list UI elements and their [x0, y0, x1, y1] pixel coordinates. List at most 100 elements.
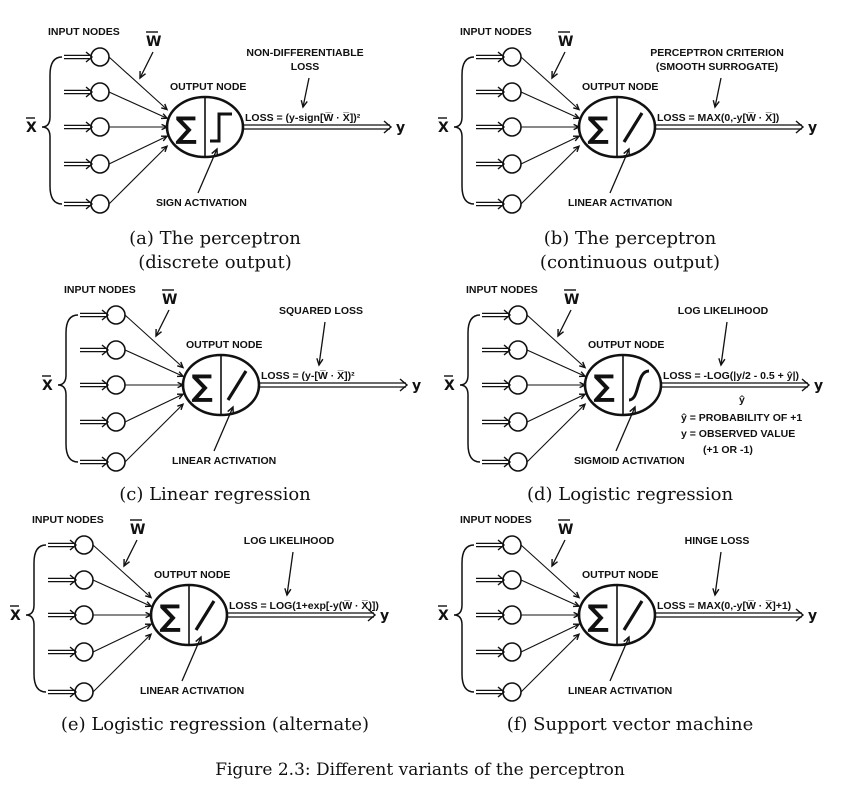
- summation-icon: ∑: [175, 111, 197, 146]
- input-node: [502, 535, 522, 555]
- loss-annotation: LOG LIKELIHOOD: [678, 305, 769, 317]
- input-node: [106, 452, 126, 472]
- arrow-head: [176, 371, 185, 378]
- output-node-label: OUTPUT NODE: [154, 569, 230, 581]
- input-arrow-head: [503, 379, 512, 391]
- arrow-head: [572, 623, 581, 630]
- y-output-label: y: [412, 378, 421, 394]
- arrow-head: [573, 633, 581, 641]
- arrow-head: [139, 70, 146, 80]
- input-node: [502, 682, 522, 702]
- arrow-head: [573, 103, 581, 111]
- input-arrow-head: [69, 539, 78, 551]
- panel-caption: (c) Linear regression: [119, 484, 311, 505]
- linear-activation-icon: [622, 112, 644, 143]
- arrow-head: [578, 393, 587, 400]
- arrow-head: [316, 358, 324, 367]
- y-output-label: y: [808, 608, 817, 624]
- panel-6: INPUT NODES X W OUTPUT NODE ∑ LINEAR ACTIVATI…: [438, 514, 817, 702]
- weight-edge: [124, 393, 184, 423]
- summation-icon: ∑: [159, 599, 181, 634]
- loss-formula: LOSS = -LOG(|y/2 - 0.5 + ŷ|): [663, 370, 799, 382]
- arrow-head: [572, 601, 581, 608]
- input-node: [74, 605, 94, 625]
- activation-pointer: [609, 636, 630, 682]
- output-node-label: OUTPUT NODE: [186, 339, 262, 351]
- loss-formula: LOSS = MAX(0,-y[W̅ · X̅]): [657, 112, 779, 124]
- annotation-pointer: [286, 551, 294, 596]
- arrow-head: [551, 558, 558, 568]
- arrow-head: [144, 601, 153, 608]
- input-node: [502, 47, 522, 67]
- w-pointer: [139, 51, 154, 79]
- arrow-head: [718, 358, 726, 367]
- input-node: [508, 412, 528, 432]
- input-arrow-head: [497, 646, 506, 658]
- loss-formula: LOSS = MAX(0,-y[W̅ · X̅]+1): [657, 600, 791, 612]
- w-pointer: [123, 539, 138, 567]
- w-pointer: [551, 539, 566, 567]
- probability-note: y = OBSERVED VALUE: [681, 428, 795, 440]
- input-node: [508, 305, 528, 325]
- input-node: [90, 117, 110, 137]
- linear-activation-icon: [194, 600, 216, 631]
- panel-caption: (b) The perceptron: [544, 228, 717, 249]
- input-arrow-head: [497, 51, 506, 63]
- input-node: [74, 642, 94, 662]
- arrow-head: [123, 558, 130, 568]
- panel-caption: (continuous output): [540, 252, 720, 273]
- arrow-head: [712, 588, 720, 597]
- weight-edge: [108, 56, 168, 110]
- loss-formula: LOSS = (y-[W̅ · X̅])²: [261, 370, 355, 382]
- panel-2: INPUT NODES X W OUTPUT NODE ∑ LINEAR ACTIVATI…: [438, 26, 817, 214]
- weight-edge: [92, 544, 152, 598]
- summation-icon: ∑: [191, 369, 213, 404]
- input-arrow-head: [69, 686, 78, 698]
- panel-3: INPUT NODES X W OUTPUT NODE ∑ LINEAR ACTIVATI…: [42, 284, 421, 472]
- output-arrow-head: [367, 608, 377, 622]
- input-nodes-label: INPUT NODES: [64, 284, 136, 296]
- input-arrow-head: [497, 86, 506, 98]
- arrow-head: [211, 147, 218, 157]
- input-arrow-head: [497, 539, 506, 551]
- arrow-head: [145, 633, 153, 641]
- input-arrow-head: [497, 574, 506, 586]
- panel-caption: (d) Logistic regression: [527, 484, 733, 505]
- arrow-head: [160, 113, 169, 120]
- loss-formula: LOSS = (y-sign[W̅ · X̅])²: [245, 112, 361, 124]
- step-activation-icon: [210, 112, 232, 143]
- output-arrow-head: [795, 120, 805, 134]
- x-vector-label: X: [438, 608, 449, 624]
- input-arrow-head: [85, 198, 94, 210]
- activation-label: SIGN ACTIVATION: [156, 197, 247, 209]
- arrow-head: [573, 145, 581, 153]
- figure-caption: Figure 2.3: Different variants of the pe…: [215, 760, 625, 780]
- input-node: [502, 117, 522, 137]
- panel-4: INPUT NODES X W OUTPUT NODE ∑ SIGMOID ACTIVAT…: [444, 284, 823, 472]
- annotation-pointer: [714, 551, 722, 596]
- w-vector-label: W: [162, 292, 177, 308]
- input-nodes-label: INPUT NODES: [460, 514, 532, 526]
- loss-annotation: LOG LIKELIHOOD: [244, 535, 335, 547]
- weight-edge: [526, 403, 586, 463]
- input-node: [106, 412, 126, 432]
- arrow-head: [572, 135, 581, 142]
- input-brace: [453, 544, 475, 693]
- arrow-head: [557, 328, 564, 338]
- loss-annotation: PERCEPTRON CRITERION: [650, 47, 784, 59]
- input-nodes-label: INPUT NODES: [466, 284, 538, 296]
- w-vector-label: W: [130, 522, 145, 538]
- linear-activation-icon: [226, 370, 248, 401]
- annotation-pointer: [318, 321, 326, 366]
- weight-edge: [520, 623, 580, 653]
- input-nodes-label: INPUT NODES: [48, 26, 120, 38]
- w-pointer: [155, 309, 170, 337]
- activation-label: LINEAR ACTIVATION: [140, 685, 244, 697]
- arrow-head: [578, 371, 587, 378]
- weight-edge: [520, 135, 580, 165]
- arrow-head: [300, 100, 308, 109]
- y-output-label: y: [396, 120, 405, 136]
- input-arrow-head: [69, 609, 78, 621]
- activation-label: LINEAR ACTIVATION: [568, 197, 672, 209]
